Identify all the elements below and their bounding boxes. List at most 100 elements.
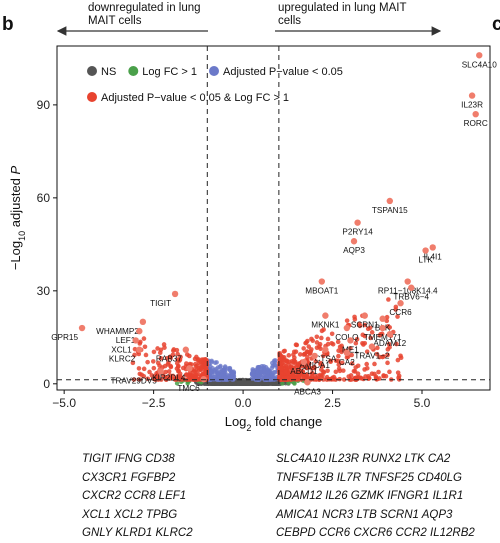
- upregulated-label: upregulated in lung MAIT cells: [278, 2, 407, 27]
- significant-point: [324, 374, 330, 380]
- significant-point: [387, 369, 392, 375]
- pvalue-point: [270, 373, 276, 378]
- labeled-point: [379, 315, 386, 322]
- labeled-point: [318, 278, 326, 285]
- significant-point: [341, 368, 346, 373]
- ns-point: [228, 381, 233, 386]
- pvalue-point: [255, 366, 261, 372]
- significant-point: [361, 342, 366, 347]
- ns-point: [254, 381, 260, 386]
- significant-point: [368, 335, 373, 341]
- significant-point: [176, 363, 181, 369]
- significant-point: [286, 353, 292, 358]
- legend-marker: [87, 92, 97, 102]
- significant-point: [194, 363, 200, 369]
- significant-point: [142, 344, 148, 350]
- fc-point: [286, 380, 291, 386]
- gene-list-right: SLC4A10 IL23R RUNX2 LTK CA2 TNFSF13B IL7…: [276, 450, 500, 543]
- x-axis-label: Log2 fold change: [225, 414, 323, 433]
- point-label: ME1: [342, 345, 359, 354]
- significant-point: [395, 370, 401, 375]
- point-label: IL4I1: [424, 252, 443, 261]
- downregulated-label: downregulated in lung MAIT cells: [88, 2, 201, 27]
- significant-point: [364, 361, 369, 367]
- significant-point: [329, 331, 335, 337]
- gene-list-left: TIGIT IFNG CD38 CX3CR1 FGFBP2 CXCR2 CCR8…: [82, 450, 262, 543]
- significant-point: [369, 330, 375, 335]
- pvalue-point: [209, 369, 215, 375]
- point-label: TMEM171: [364, 333, 402, 342]
- significant-point: [376, 369, 381, 375]
- gene-list-right-row: TNFSF13B IL7R TNFSF25 CD40LG: [276, 471, 462, 484]
- significant-point: [348, 345, 353, 351]
- plot-frame: [56, 45, 491, 391]
- x-tick-label: 2.5: [324, 396, 341, 410]
- significant-point: [360, 332, 366, 338]
- point-label: LTK: [418, 256, 433, 265]
- point-label: ABCA3: [294, 387, 321, 396]
- significant-point: [310, 338, 315, 343]
- significant-point: [387, 345, 392, 350]
- significant-point: [286, 362, 291, 367]
- significant-point: [302, 351, 308, 357]
- labeled-point: [347, 337, 354, 344]
- labeled-points: SLC4A10 IL23R RORC TSPAN15 P2RY14 AQP3 IL4I1LT…: [51, 52, 497, 396]
- point-label: KLRC2: [109, 355, 136, 364]
- significant-point: [168, 363, 173, 369]
- point-label: LEF1: [116, 336, 136, 345]
- significant-point: [289, 374, 295, 380]
- point-label: CTSA: [314, 355, 336, 364]
- significant-point: [349, 352, 354, 358]
- legend-label: Log FC > 1: [142, 66, 197, 78]
- significant-point: [349, 361, 355, 366]
- significant-point: [314, 345, 320, 351]
- fc-point: [280, 381, 285, 386]
- significant-point: [339, 349, 344, 355]
- significant-point: [357, 321, 362, 327]
- significant-point: [297, 365, 302, 370]
- significant-point: [381, 373, 386, 378]
- point-label: WHAMMP2: [96, 327, 139, 336]
- significant-point: [325, 336, 331, 342]
- significant-point: [393, 304, 399, 310]
- ns-point: [235, 378, 240, 383]
- significant-point: [362, 322, 368, 328]
- significant-point: [372, 361, 377, 367]
- significant-point: [333, 358, 339, 363]
- pvalue-point: [250, 368, 256, 374]
- significant-point: [351, 376, 357, 382]
- significant-point: [300, 369, 305, 375]
- significant-point: [141, 366, 147, 372]
- labeled-point: [468, 92, 476, 99]
- gene-list-left-row: CXCR2 CCR8 LEF1: [82, 490, 187, 502]
- point-label: XCL1: [111, 345, 132, 354]
- point-label: TRAV1−2: [354, 352, 390, 361]
- significant-point: [281, 349, 287, 354]
- point-label: AQP3: [343, 246, 365, 255]
- labeled-point: [200, 375, 207, 383]
- pvalue-point: [265, 373, 271, 379]
- significant-point: [163, 369, 168, 375]
- point-label: ADAM12: [373, 339, 406, 348]
- labeled-point: [300, 358, 308, 366]
- labeled-point: [343, 349, 351, 357]
- significant-point: [143, 352, 149, 358]
- significant-point: [166, 369, 172, 374]
- labeled-point: [386, 197, 394, 205]
- gene-list-left-row: TIGIT IFNG CD38: [82, 453, 175, 465]
- significant-point: [153, 377, 158, 382]
- significant-point: [325, 368, 330, 374]
- significant-point: [291, 358, 297, 363]
- significant-point: [178, 354, 183, 360]
- labeled-point: [361, 312, 368, 319]
- significant-point: [177, 377, 182, 382]
- significant-point: [339, 343, 344, 349]
- significant-point: [187, 370, 193, 376]
- point-label: CCR6: [389, 308, 412, 317]
- significant-point: [319, 328, 325, 334]
- significant-point: [321, 353, 326, 359]
- point-label: COLQ: [335, 333, 358, 342]
- pvalue-point: [215, 365, 221, 370]
- significant-point: [352, 314, 357, 320]
- labeled-point: [136, 327, 143, 335]
